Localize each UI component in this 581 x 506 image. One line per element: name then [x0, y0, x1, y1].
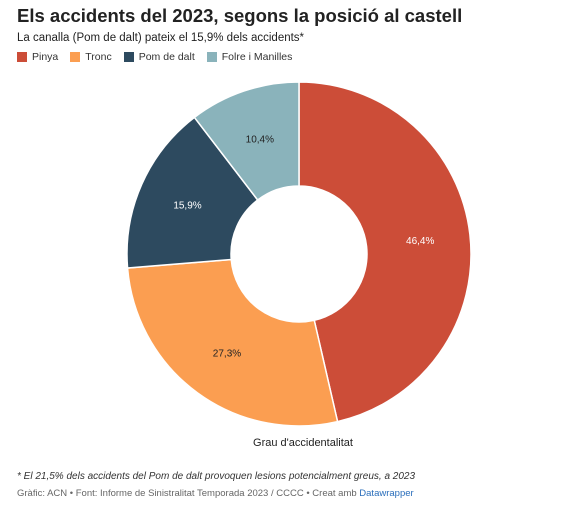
donut-caption: Grau d'accidentalitat — [253, 437, 353, 449]
slice-pinya — [298, 81, 472, 423]
legend-item-pinya: Pinya — [17, 51, 58, 63]
legend-swatch-pinya — [17, 52, 27, 62]
data-label-tronc: 27,3% — [213, 348, 241, 359]
legend-item-pom-de-dalt: Pom de dalt — [123, 51, 195, 63]
legend-swatch-tronc — [70, 52, 81, 62]
credits-text: Gràfic: ACN • Font: Informe de Sinistral… — [17, 488, 357, 499]
data-label-pinya: 46,4% — [406, 236, 434, 247]
data-label-pom-de-dalt: 15,9% — [173, 200, 201, 211]
legend-label-pom-de-dalt: Pom de dalt — [138, 51, 195, 63]
chart-title: Els accidents del 2023, segons la posici… — [17, 5, 463, 26]
slice-tronc — [126, 258, 339, 427]
footnote: * El 21,5% dels accidents del Pom de dal… — [17, 471, 416, 482]
slice-folre-i-manilles — [193, 81, 300, 202]
datawrapper-link[interactable]: Datawrapper — [359, 488, 414, 499]
legend-label-pinya: Pinya — [32, 51, 59, 63]
credits: Gràfic: ACN • Font: Informe de Sinistral… — [17, 488, 414, 499]
legend-label-folre-i-manilles: Folre i Manilles — [221, 51, 293, 63]
data-label-folre-i-manilles: 10,4% — [246, 134, 274, 145]
legend-item-folre-i-manilles: Folre i Manilles — [206, 51, 293, 63]
legend-label-tronc: Tronc — [85, 51, 112, 63]
slice-pom-de-dalt — [126, 116, 259, 269]
chart-subtitle: La canalla (Pom de dalt) pateix el 15,9%… — [17, 32, 305, 44]
legend-item-tronc: Tronc — [70, 51, 112, 63]
legend-swatch-pom-de-dalt — [123, 52, 134, 62]
legend: Pinya Tronc Pom de dalt Folre i Manilles — [17, 51, 304, 63]
legend-swatch-folre-i-manilles — [206, 52, 217, 62]
